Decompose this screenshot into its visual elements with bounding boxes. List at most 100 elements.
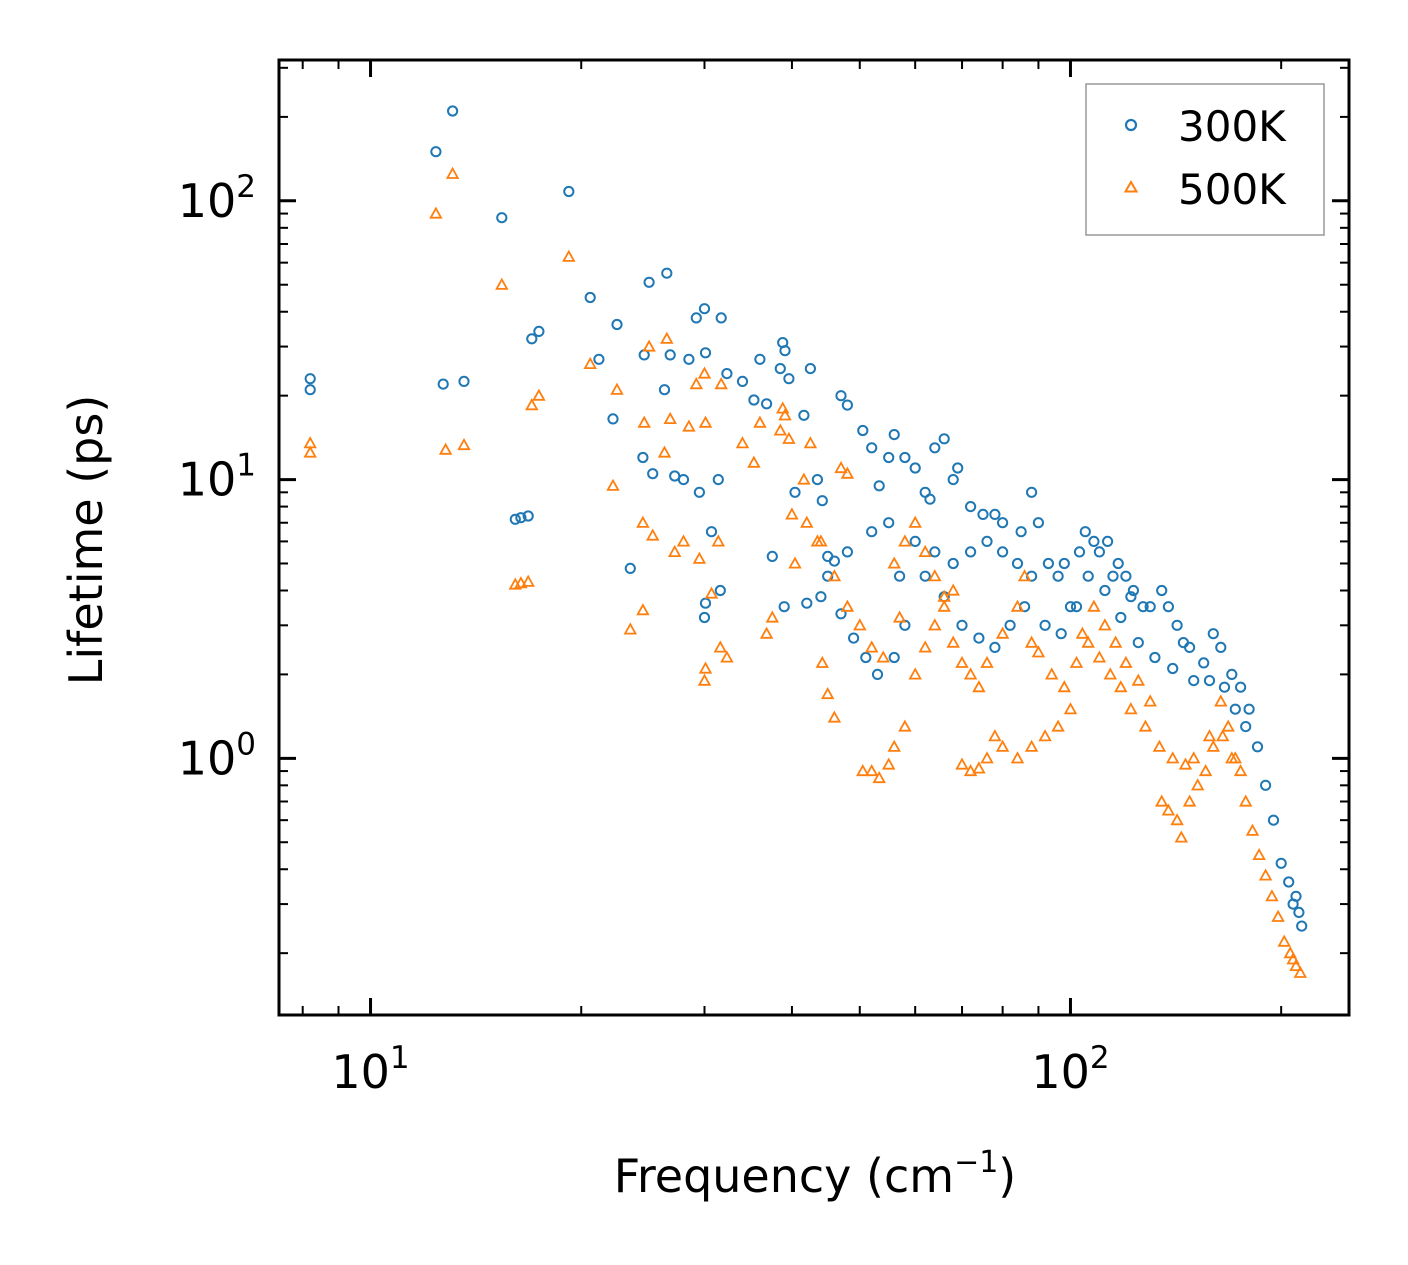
point-300k-50	[804, 363, 817, 375]
point-300k-80	[1079, 526, 1091, 538]
point-500k-11	[532, 388, 546, 401]
point-300k-21	[647, 468, 659, 480]
point-500k-117	[972, 680, 986, 693]
point-500k-91	[1190, 778, 1205, 791]
point-500k-65	[928, 618, 942, 631]
point-500k-79	[1075, 626, 1090, 639]
point-300k-20	[643, 276, 655, 288]
point-300k-1	[304, 384, 316, 396]
point-500k-125	[1057, 680, 1072, 693]
y-tick-label: 100	[178, 726, 256, 785]
point-300k-101	[1267, 814, 1280, 826]
point-300k-148	[1177, 637, 1190, 649]
point-500k-123	[1031, 645, 1046, 658]
point-300k-34	[705, 526, 718, 538]
point-300k-139	[965, 546, 977, 558]
point-500k-40	[747, 455, 761, 468]
point-500k-96	[1233, 764, 1248, 777]
point-500k-106	[1293, 965, 1308, 978]
point-300k-60	[883, 451, 895, 464]
point-300k-54	[828, 555, 841, 567]
point-500k-5	[457, 437, 471, 451]
point-300k-72	[989, 508, 1001, 521]
point-300k-74	[1015, 526, 1027, 538]
point-300k-61	[888, 429, 900, 441]
point-300k-124	[1070, 601, 1083, 613]
legend: 300K 500K	[1085, 83, 1325, 236]
point-300k-79	[1064, 601, 1077, 613]
point-500k-57	[856, 764, 870, 777]
point-300k-39	[736, 375, 749, 387]
point-300k-71	[977, 508, 989, 521]
point-500k-89	[1174, 830, 1189, 843]
point-500k-42	[759, 626, 774, 639]
point-500k-115	[955, 655, 969, 668]
point-500k-44	[773, 423, 788, 436]
point-500k-102	[1271, 909, 1285, 922]
point-500k-26	[676, 534, 691, 547]
point-300k-93	[1198, 657, 1210, 669]
point-500k-127	[1081, 635, 1095, 648]
point-500k-23	[657, 445, 672, 458]
point-300k-115	[919, 570, 931, 582]
point-500k-90	[1182, 794, 1197, 807]
point-300k-105	[1293, 906, 1305, 919]
y-tick-label: 102	[178, 169, 256, 228]
point-500k-14	[606, 478, 620, 491]
point-500k-126	[1069, 655, 1084, 668]
point-500k-27	[682, 419, 696, 432]
point-500k-24	[663, 411, 677, 425]
point-300k-122	[1039, 619, 1051, 631]
plot-area-frame	[277, 58, 1351, 1017]
point-300k-58	[866, 442, 878, 454]
x-axis-label: Frequency (cm−1)	[614, 1145, 1017, 1203]
point-500k-144	[876, 650, 890, 663]
point-300k-4	[447, 105, 459, 117]
point-500k-134	[1165, 751, 1180, 764]
point-500k-15	[610, 382, 624, 395]
point-300k-142	[1011, 557, 1024, 570]
legend-label-300k: 300K	[1178, 102, 1287, 151]
point-300k-16	[607, 413, 619, 425]
point-500k-50	[803, 436, 818, 449]
point-500k-93	[1206, 739, 1221, 752]
point-300k-132	[1203, 675, 1216, 687]
point-500k-81	[1098, 618, 1112, 631]
point-500k-108	[887, 556, 901, 569]
point-300k-75	[1026, 486, 1038, 498]
point-500k-37	[697, 673, 712, 686]
point-500k-110	[908, 515, 922, 528]
point-500k-78	[1063, 702, 1078, 715]
point-500k-18	[637, 415, 651, 428]
point-300k-99	[1251, 741, 1264, 753]
point-500k-31	[698, 415, 713, 428]
point-500k-142	[853, 618, 867, 631]
point-500k-46	[778, 408, 792, 421]
point-300k-126	[1099, 584, 1111, 597]
point-500k-38	[720, 650, 734, 663]
point-300k-2	[430, 146, 442, 158]
point-300k-95	[1215, 641, 1227, 654]
x-tick-label: 102	[1031, 1040, 1109, 1099]
point-500k-66	[937, 599, 951, 612]
point-300k-117	[956, 619, 968, 631]
point-300k-88	[1144, 601, 1156, 613]
point-300k-59	[873, 480, 885, 492]
point-500k-76	[1038, 729, 1052, 742]
point-300k-35	[714, 584, 726, 597]
point-300k-3	[437, 378, 449, 390]
point-500k-2	[429, 206, 443, 219]
point-300k-29	[693, 486, 706, 498]
point-300k-145	[1073, 546, 1086, 558]
point-500k-139	[1221, 719, 1235, 732]
point-500k-64	[918, 640, 932, 653]
point-300k-15	[611, 318, 623, 331]
point-300k-102	[1275, 857, 1287, 869]
point-300k-153	[801, 597, 813, 609]
point-500k-132	[1138, 719, 1153, 732]
point-300k-24	[664, 349, 676, 361]
point-300k-68	[947, 474, 959, 486]
point-300k-14	[593, 353, 605, 365]
point-500k-48	[788, 556, 802, 569]
point-300k-66	[929, 442, 941, 454]
